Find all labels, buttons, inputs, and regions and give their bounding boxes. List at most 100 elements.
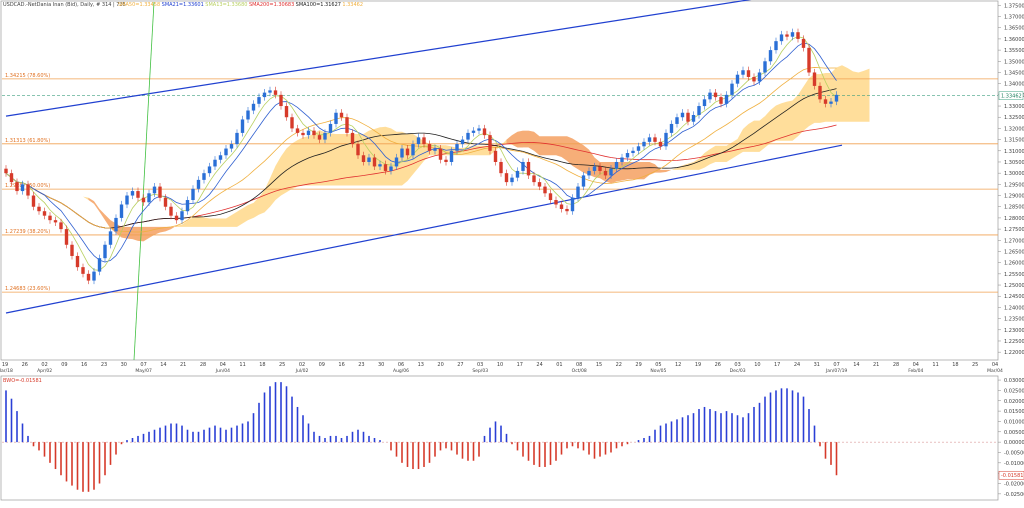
candle-body[interactable]: [438, 148, 443, 160]
candle-body[interactable]: [284, 106, 289, 118]
candle-body[interactable]: [631, 150, 635, 154]
candle-body[interactable]: [422, 137, 426, 145]
candle-body[interactable]: [4, 168, 8, 174]
candle-body[interactable]: [598, 166, 602, 171]
candle-body[interactable]: [64, 229, 69, 245]
candle-body[interactable]: [669, 123, 674, 133]
candle-body[interactable]: [103, 244, 107, 259]
candle-body[interactable]: [273, 90, 278, 95]
candle-body[interactable]: [328, 123, 333, 133]
candle-body[interactable]: [86, 273, 91, 281]
candle-body[interactable]: [548, 193, 553, 201]
candle-body[interactable]: [185, 200, 190, 212]
candle-body[interactable]: [26, 184, 30, 196]
candle-body[interactable]: [471, 130, 476, 133]
candle-body[interactable]: [658, 141, 663, 147]
candle-body[interactable]: [427, 144, 432, 151]
candle-body[interactable]: [768, 50, 773, 62]
candle-body[interactable]: [15, 182, 19, 192]
candle-body[interactable]: [389, 166, 393, 171]
candle-body[interactable]: [75, 255, 80, 268]
candle-body[interactable]: [493, 150, 498, 162]
candle-body[interactable]: [229, 144, 234, 149]
candle-body[interactable]: [339, 112, 344, 118]
candle-body[interactable]: [317, 135, 322, 140]
candle-body[interactable]: [785, 34, 789, 37]
candle-body[interactable]: [433, 148, 437, 151]
candle-body[interactable]: [246, 110, 250, 120]
candle-body[interactable]: [488, 135, 492, 151]
candle-body[interactable]: [152, 186, 157, 194]
candle-body[interactable]: [812, 72, 817, 86]
candle-body[interactable]: [818, 85, 822, 100]
candle-body[interactable]: [614, 161, 619, 169]
candle-body[interactable]: [251, 103, 256, 111]
candle-body[interactable]: [653, 137, 657, 142]
candle-body[interactable]: [680, 112, 685, 118]
candle-body[interactable]: [20, 184, 25, 192]
candle-body[interactable]: [345, 117, 349, 133]
candle-body[interactable]: [290, 117, 294, 129]
candle-body[interactable]: [301, 132, 305, 136]
candle-body[interactable]: [416, 137, 421, 145]
candle-body[interactable]: [141, 197, 146, 203]
candle-body[interactable]: [180, 211, 184, 221]
candle-body[interactable]: [675, 117, 679, 124]
candle-body[interactable]: [378, 164, 382, 167]
candle-body[interactable]: [306, 130, 311, 136]
candle-body[interactable]: [394, 157, 399, 167]
candle-body[interactable]: [405, 148, 410, 156]
candle-body[interactable]: [383, 164, 388, 171]
candle-body[interactable]: [664, 132, 668, 147]
candle-body[interactable]: [163, 197, 168, 207]
candle-body[interactable]: [224, 148, 228, 156]
candle-body[interactable]: [581, 175, 586, 187]
candle-body[interactable]: [702, 99, 707, 107]
candle-body[interactable]: [642, 141, 646, 147]
candle-body[interactable]: [312, 130, 316, 136]
candle-body[interactable]: [147, 193, 151, 203]
candle-body[interactable]: [691, 114, 696, 122]
candle-body[interactable]: [350, 132, 355, 145]
candle-body[interactable]: [570, 197, 575, 212]
candle-body[interactable]: [449, 150, 454, 162]
candle-body[interactable]: [53, 220, 58, 223]
candle-body[interactable]: [42, 211, 47, 216]
candle-body[interactable]: [400, 148, 404, 158]
candle-body[interactable]: [625, 153, 630, 158]
candle-body[interactable]: [361, 155, 366, 162]
candle-body[interactable]: [262, 92, 267, 98]
candle-body[interactable]: [323, 132, 327, 140]
candle-body[interactable]: [444, 159, 448, 162]
candle-body[interactable]: [510, 177, 514, 183]
candle-body[interactable]: [823, 99, 828, 104]
candle-body[interactable]: [31, 195, 36, 207]
candle-body[interactable]: [636, 146, 641, 151]
candle-body[interactable]: [240, 119, 245, 133]
candle-body[interactable]: [730, 83, 734, 95]
candle-body[interactable]: [9, 173, 14, 183]
candle-body[interactable]: [543, 186, 547, 194]
candle-body[interactable]: [592, 166, 597, 171]
candle-body[interactable]: [174, 215, 179, 221]
candle-body[interactable]: [367, 157, 371, 162]
candle-body[interactable]: [295, 128, 300, 133]
candle-body[interactable]: [356, 144, 360, 156]
candle-body[interactable]: [334, 112, 338, 124]
candle-body[interactable]: [125, 195, 129, 205]
candle-body[interactable]: [746, 70, 751, 77]
candle-body[interactable]: [482, 128, 487, 136]
candle-body[interactable]: [191, 188, 195, 201]
candle-body[interactable]: [218, 155, 223, 160]
candle-body[interactable]: [515, 170, 520, 178]
candle-body[interactable]: [697, 106, 701, 115]
candle-body[interactable]: [735, 74, 740, 84]
candle-body[interactable]: [196, 179, 201, 189]
candle-body[interactable]: [37, 206, 41, 212]
candle-body[interactable]: [807, 47, 811, 73]
candle-body[interactable]: [202, 173, 206, 180]
candle-body[interactable]: [559, 204, 564, 209]
candle-body[interactable]: [796, 32, 800, 39]
candle-body[interactable]: [603, 170, 608, 176]
candle-body[interactable]: [81, 267, 85, 274]
